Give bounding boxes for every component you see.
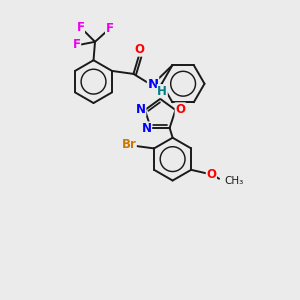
Text: F: F <box>106 22 114 35</box>
Text: N: N <box>148 77 159 91</box>
Text: O: O <box>134 43 144 56</box>
Text: F: F <box>76 21 85 34</box>
Text: N: N <box>136 103 146 116</box>
Text: O: O <box>206 168 216 181</box>
Text: H: H <box>158 85 167 98</box>
Text: F: F <box>73 38 81 51</box>
Text: Br: Br <box>122 138 136 152</box>
Text: N: N <box>142 122 152 135</box>
Text: O: O <box>175 103 185 116</box>
Text: CH₃: CH₃ <box>224 176 244 186</box>
